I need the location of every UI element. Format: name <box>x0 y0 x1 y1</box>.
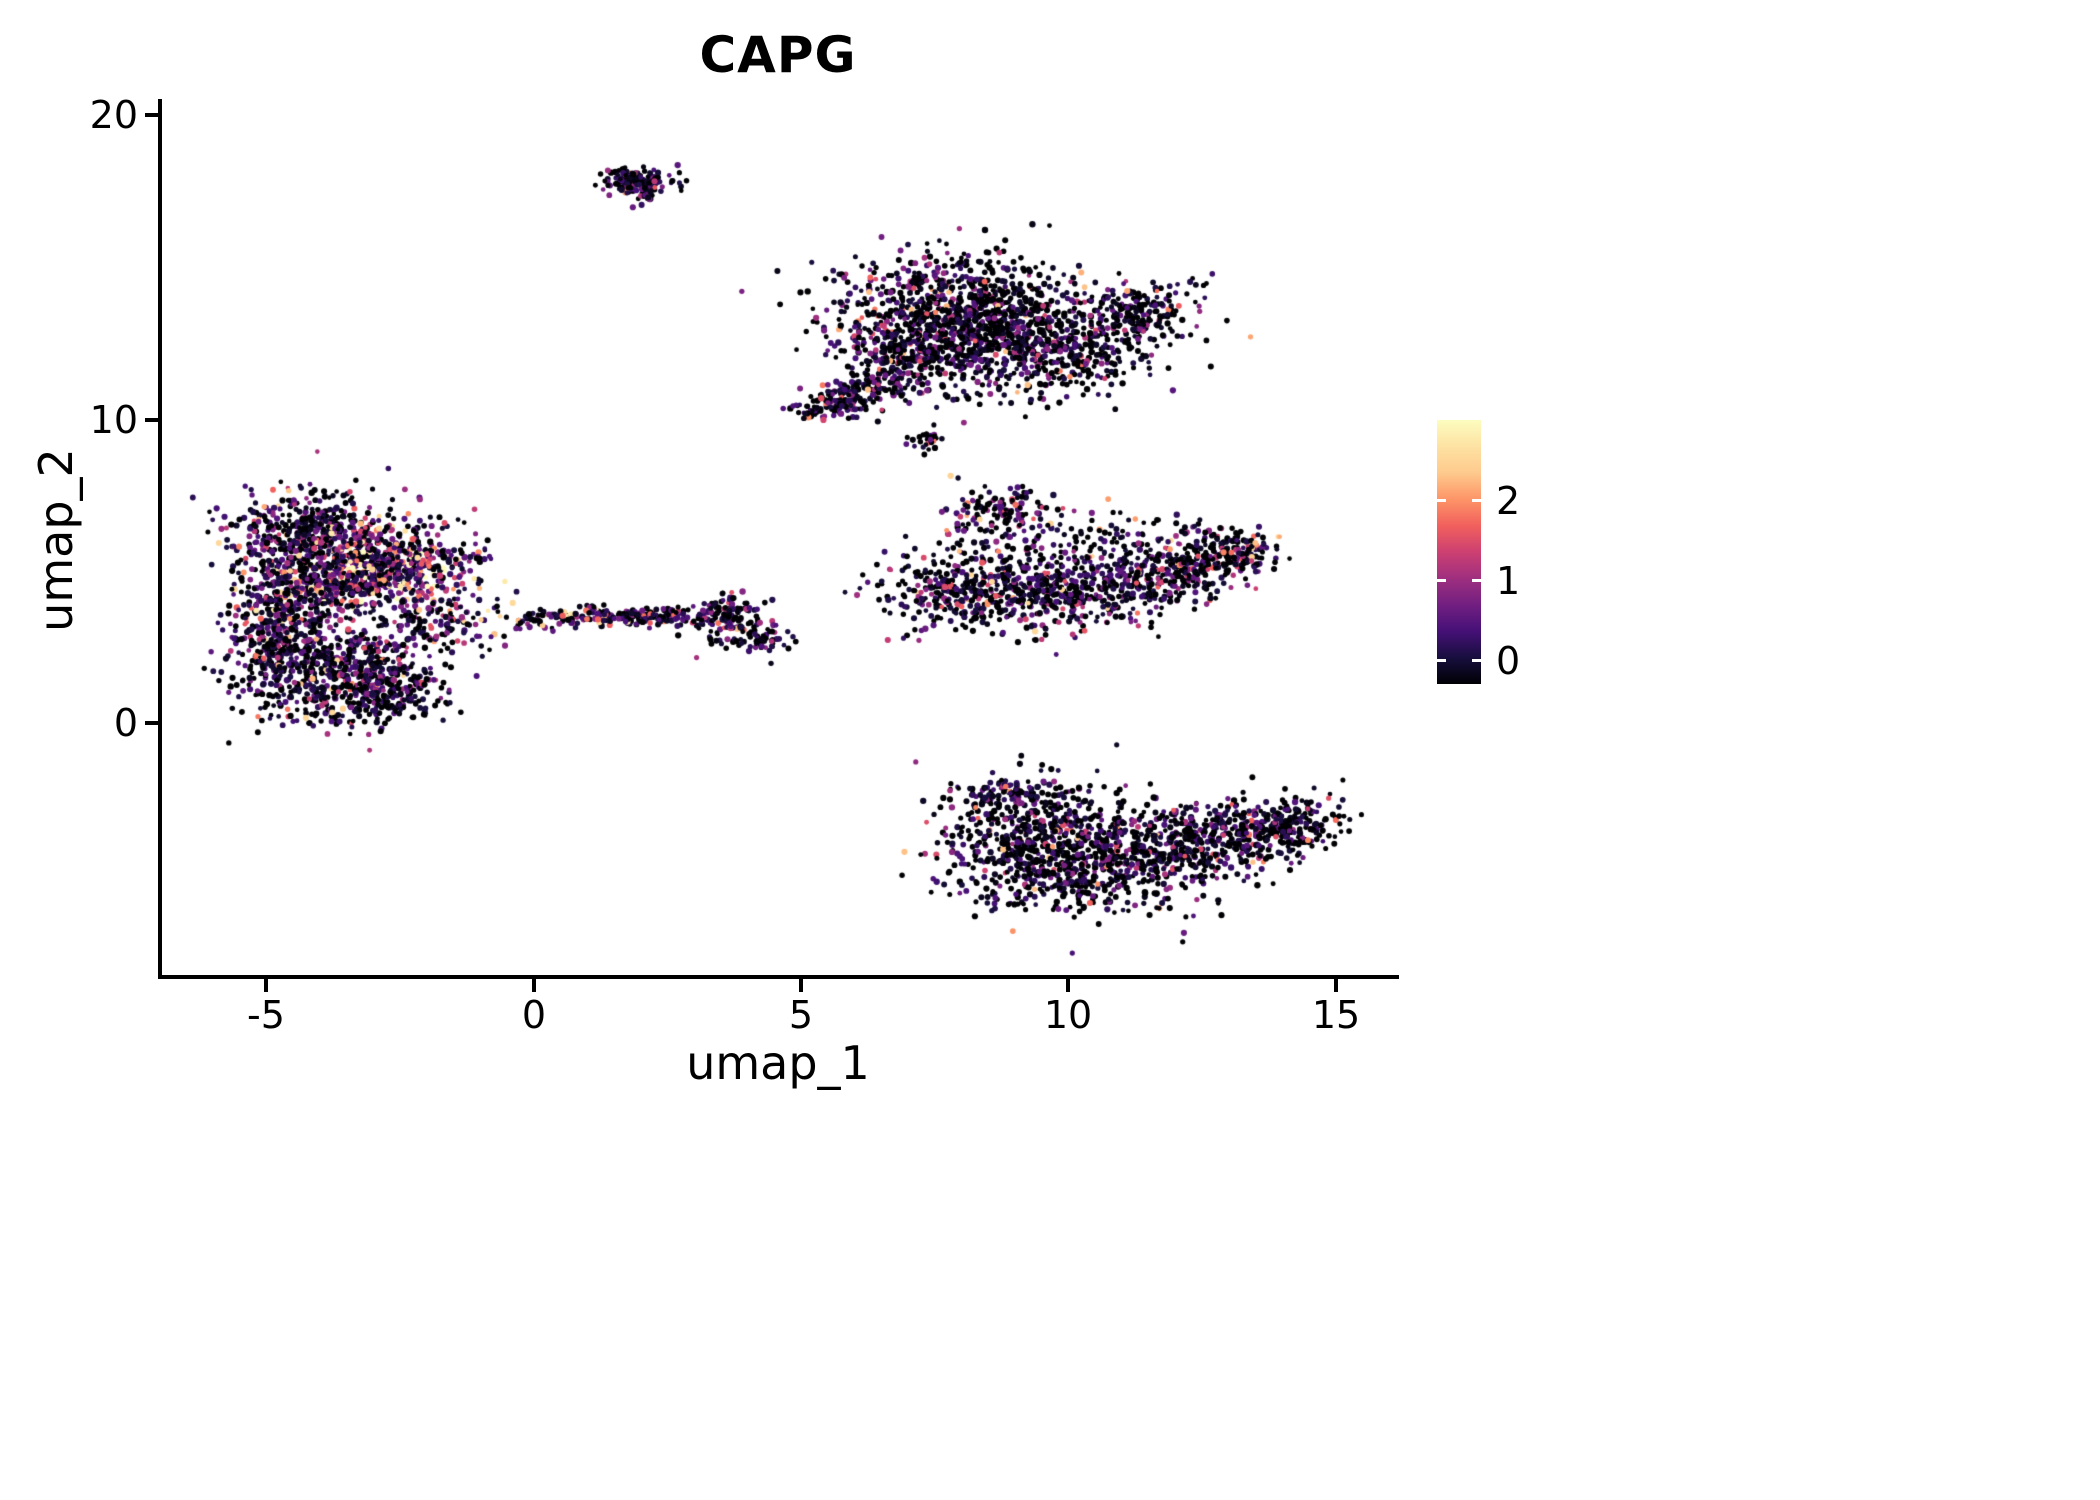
colorbar-tick-mark <box>1472 659 1481 662</box>
y-tick-mark <box>145 418 158 422</box>
colorbar-gradient <box>1437 420 1481 684</box>
x-tick-mark <box>1334 979 1338 992</box>
x-tick-label: 5 <box>788 993 814 1037</box>
x-tick-label: -5 <box>247 993 285 1037</box>
colorbar-legend <box>1437 420 1481 684</box>
colorbar-tick-mark <box>1437 579 1446 582</box>
x-tick-label: 10 <box>1043 993 1093 1037</box>
x-tick-label: 0 <box>521 993 547 1037</box>
x-axis-line <box>158 975 1399 979</box>
plot-title: CAPG <box>699 26 857 84</box>
x-tick-mark <box>799 979 803 992</box>
y-axis-label: umap_2 <box>29 448 83 632</box>
colorbar-tick-label: 0 <box>1496 639 1521 683</box>
colorbar-tick-mark <box>1437 659 1446 662</box>
x-tick-mark <box>1066 979 1070 992</box>
x-axis-label: umap_1 <box>686 1036 870 1090</box>
y-tick-label: 20 <box>89 93 138 137</box>
y-tick-mark <box>145 721 158 725</box>
colorbar-tick-mark <box>1472 579 1481 582</box>
x-tick-mark <box>532 979 536 992</box>
y-tick-mark <box>145 113 158 117</box>
colorbar-tick-mark <box>1472 499 1481 502</box>
x-tick-label: 15 <box>1311 993 1361 1037</box>
y-axis-line <box>158 99 162 979</box>
y-tick-label: 10 <box>89 398 138 442</box>
colorbar-tick-mark <box>1437 499 1446 502</box>
x-tick-mark <box>264 979 268 992</box>
colorbar-tick-label: 1 <box>1496 559 1521 603</box>
y-tick-label: 0 <box>113 701 138 745</box>
colorbar-tick-label: 2 <box>1496 479 1521 523</box>
scatter-points-canvas <box>161 99 1401 977</box>
